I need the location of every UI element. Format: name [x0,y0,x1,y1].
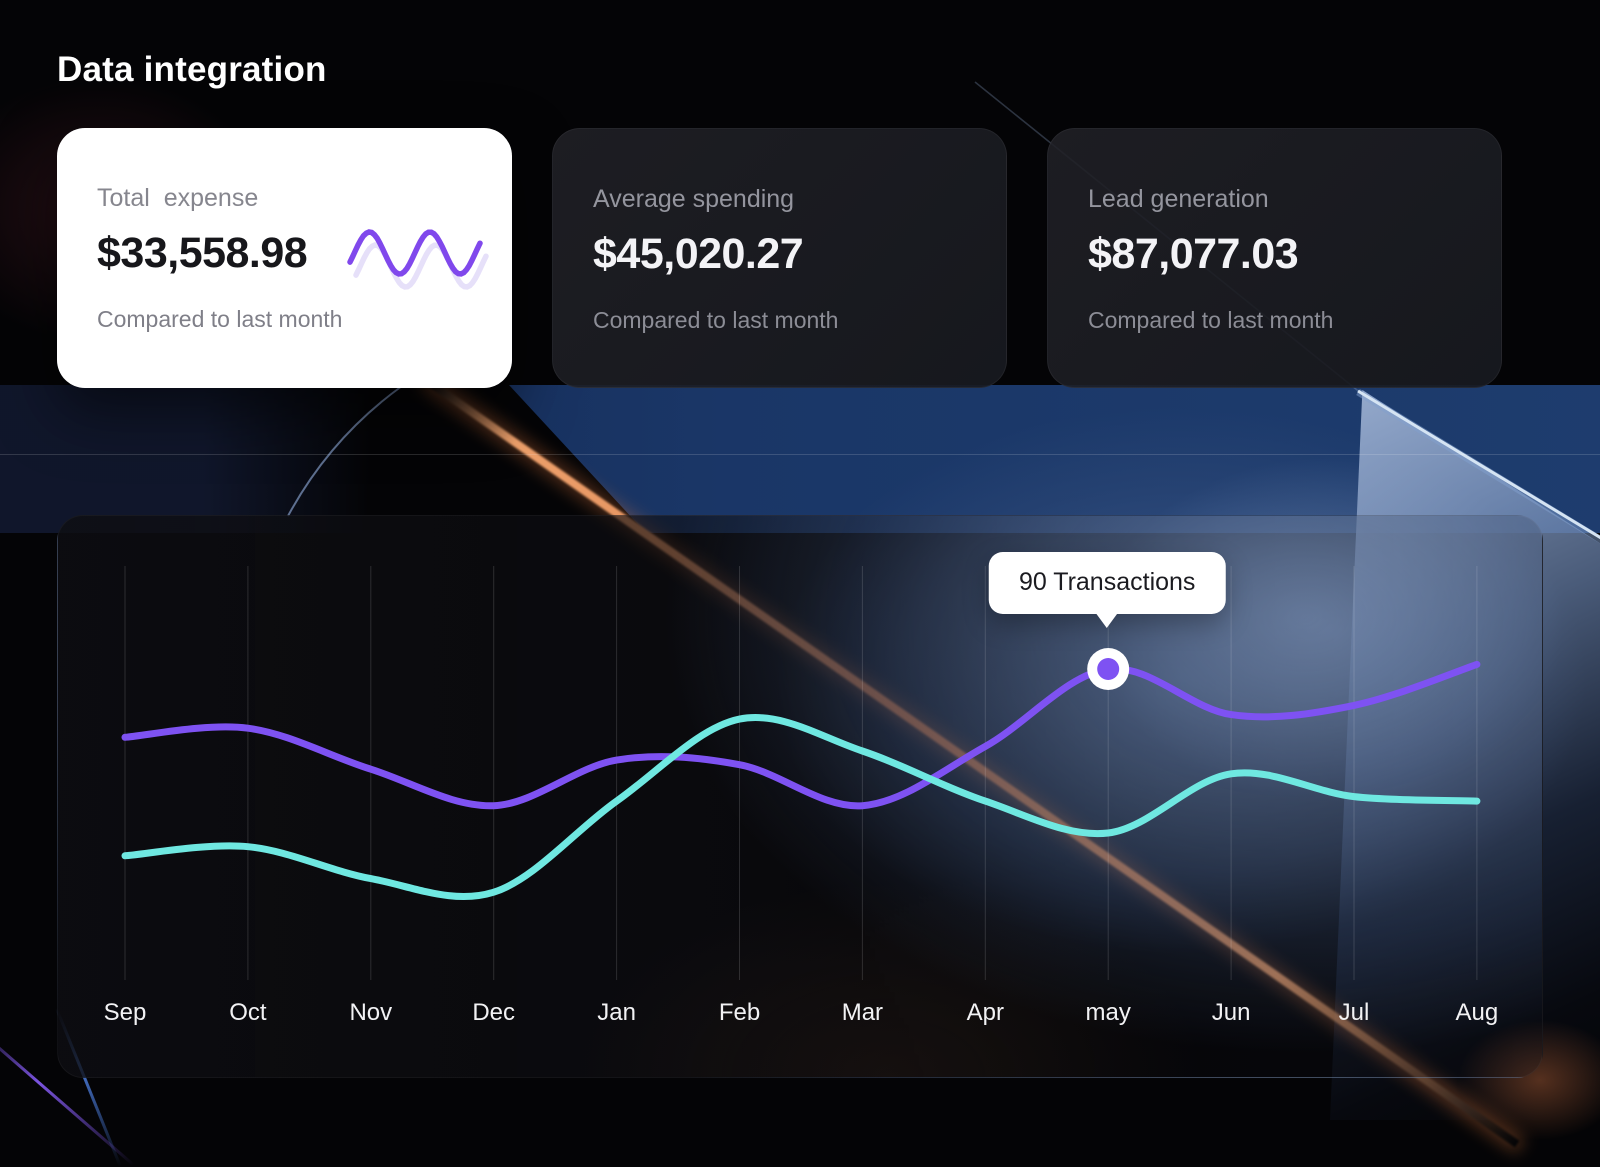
chart-tooltip-label: 90 Transactions [1018,568,1196,597]
card-value: $87,077.03 [1088,230,1299,278]
wave-sparkline-icon [347,229,489,290]
section-divider [0,454,1600,455]
x-axis-label-Nov: Nov [349,999,392,1026]
x-axis-label-Dec: Dec [472,999,515,1026]
average-spending-card: Average spending $45,020.27 Compared to … [552,128,1007,388]
line-chart[interactable]: Sep Oct Nov Dec Jan Feb Mar Apr may Jun Jul Aug [58,516,1543,1078]
card-caption: Compared to last month [593,307,839,333]
x-axis-label-Jun: Jun [1212,999,1251,1026]
card-caption: Compared to last month [1088,307,1334,333]
card-value: $33,558.98 [97,229,308,277]
transactions-chart-panel: Sep Oct Nov Dec Jan Feb Mar Apr may Jun Jul Aug [57,515,1543,1078]
x-axis-label-Feb: Feb [719,999,760,1026]
x-axis-label-Apr: Apr [967,999,1004,1026]
x-axis-label-may: may [1086,999,1131,1026]
card-value: $45,020.27 [593,230,804,278]
x-axis-label-Sep: Sep [104,999,147,1026]
x-axis-label-Mar: Mar [842,999,883,1026]
x-axis-label-Oct: Oct [229,999,267,1026]
page-title: Data integration [57,50,327,89]
background-navy-plane-right [509,385,1600,533]
background-navy-wedge-left [0,385,370,533]
secondary-line[interactable] [121,714,1481,901]
card-label: Average spending [593,185,795,213]
lead-generation-card: Lead generation $87,077.03 Compared to l… [1047,128,1502,388]
x-axis-label-Jan: Jan [597,999,636,1026]
x-axis-label-Jul: Jul [1339,999,1370,1026]
card-label: Lead generation [1088,185,1269,213]
card-label: Total expense [97,184,259,212]
card-caption: Compared to last month [97,306,343,332]
highlight-point-dot[interactable] [1097,657,1120,680]
stat-cards-row: Total expense $33,558.98 Compared to las… [57,128,1502,388]
transactions-line[interactable] [121,660,1481,810]
x-axis-label-Aug: Aug [1456,999,1499,1026]
total-expense-card: Total expense $33,558.98 Compared to las… [57,128,512,388]
chart-tooltip: 90 Transactions [988,551,1226,614]
